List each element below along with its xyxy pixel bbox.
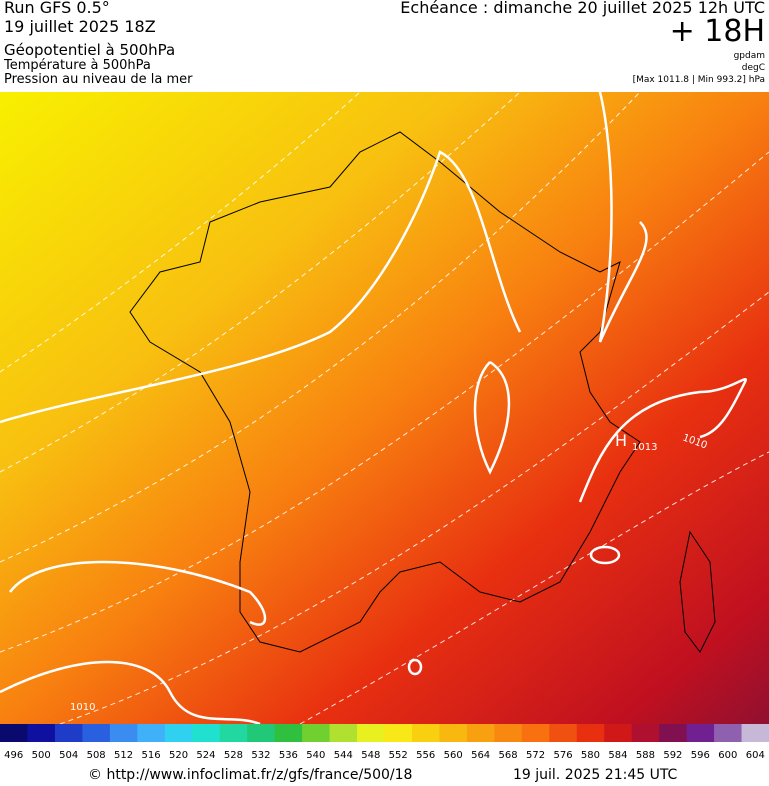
colorbar-label: 556: [416, 750, 435, 761]
colorbar-label: 600: [718, 750, 737, 761]
colorbar-cell: [604, 724, 633, 742]
colorbar-label: 588: [636, 750, 655, 761]
colorbar-label: 540: [306, 750, 325, 761]
colorbar-cell: [274, 724, 303, 742]
colorbar-cell: [302, 724, 331, 742]
temperature-field: [0, 92, 769, 724]
colorbar-label: 564: [471, 750, 490, 761]
pressure-range: [Max 1011.8 | Min 993.2] hPa: [632, 75, 765, 85]
colorbar-label: 604: [746, 750, 765, 761]
unit: degC: [741, 63, 765, 73]
colorbar-label: 552: [389, 750, 408, 761]
run-date: 19 juillet 2025 18Z: [4, 17, 156, 36]
colorbar-cell: [247, 724, 276, 742]
colorbar-label: 560: [444, 750, 463, 761]
colorbar-label: 500: [32, 750, 51, 761]
isobar-label: 1010: [70, 702, 95, 713]
colorbar-cell: [521, 724, 550, 742]
colorbar-label: 496: [4, 750, 23, 761]
colorbar-cell: [27, 724, 56, 742]
unit: gpdam: [733, 51, 765, 61]
high-marker: H: [615, 431, 627, 450]
colorbar-cell: [329, 724, 358, 742]
colorbar-label: 520: [169, 750, 188, 761]
colorbar-cell: [631, 724, 660, 742]
isobars: [0, 92, 748, 724]
colorbar-cell: [192, 724, 221, 742]
colorbar-cell: [494, 724, 523, 742]
source-url: © http://www.infoclimat.fr/z/gfs/france/…: [88, 767, 413, 783]
colorbar-cell: [686, 724, 715, 742]
run: Run GFS 0.5°: [4, 0, 110, 17]
colorbar-cell: [576, 724, 605, 742]
colorbar: 496 500 504 508 512 516 520 524 528 532 536 540 544 5…: [0, 724, 769, 761]
geopotential-contours: [0, 92, 769, 724]
colorbar-cell: [439, 724, 468, 742]
colorbar-label: 512: [114, 750, 133, 761]
colorbar-cell: [54, 724, 83, 742]
colorbar-label: 580: [581, 750, 600, 761]
colorbar-label: 576: [553, 750, 572, 761]
colorbar-label: 544: [334, 750, 353, 761]
colorbar-cell: [384, 724, 413, 742]
coastlines: [129, 131, 716, 653]
valid-time: Echéance : dimanche 20 juillet 2025 12h …: [400, 0, 765, 17]
field: Température à 500hPa: [4, 58, 151, 73]
colorbar-label: 568: [499, 750, 518, 761]
colorbar-label: 532: [251, 750, 270, 761]
colorbar-cell: [659, 724, 688, 742]
colorbar-cell: [549, 724, 578, 742]
colorbar-label: 572: [526, 750, 545, 761]
colorbar-cell: [82, 724, 111, 742]
colorbar-cell: [164, 724, 193, 742]
colorbar-label: 508: [87, 750, 106, 761]
colorbar-label: 516: [142, 750, 161, 761]
field: Pression au niveau de la mer: [4, 72, 193, 87]
high-value: 1013: [632, 442, 657, 453]
colorbar-label: 524: [196, 750, 215, 761]
field: Géopotentiel à 500hPa: [4, 41, 176, 59]
colorbar-label: 596: [691, 750, 710, 761]
colorbar-label: 536: [279, 750, 298, 761]
colorbar-cell: [109, 724, 138, 742]
colorbar-cell: [137, 724, 166, 742]
colorbar-label: 548: [361, 750, 380, 761]
lead-time: + 18H: [669, 14, 765, 49]
generated-time: 19 juil. 2025 21:45 UTC: [513, 767, 678, 783]
colorbar-cell: [741, 724, 769, 742]
colorbar-label: 584: [608, 750, 627, 761]
colorbar-label: 528: [224, 750, 243, 761]
colorbar-cell: [714, 724, 743, 742]
colorbar-cell: [0, 724, 28, 742]
colorbar-cell: [357, 724, 385, 742]
colorbar-cell: [411, 724, 440, 742]
colorbar-label: 592: [663, 750, 682, 761]
map: H 1013 1010 1010: [0, 92, 769, 724]
colorbar-cell: [219, 724, 248, 742]
colorbar-cell: [466, 724, 495, 742]
colorbar-label: 504: [59, 750, 78, 761]
